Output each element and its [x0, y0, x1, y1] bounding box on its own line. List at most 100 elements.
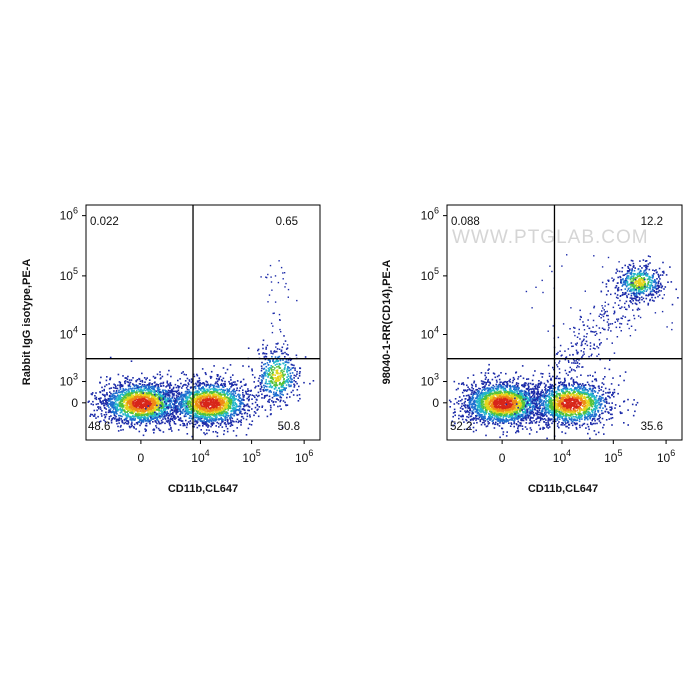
event-dot — [227, 415, 230, 417]
event-dot — [107, 411, 110, 414]
event-dot — [479, 392, 482, 395]
event-dot — [220, 422, 222, 425]
event-dot — [280, 384, 283, 387]
event-dot — [245, 383, 247, 385]
event-dot — [468, 412, 471, 414]
event-dot — [479, 419, 482, 421]
event-dot — [275, 350, 278, 353]
event-dot — [210, 396, 212, 399]
event-dot — [229, 376, 232, 379]
event-dot — [193, 405, 195, 408]
event-dot — [263, 397, 265, 399]
event-dot — [117, 394, 119, 396]
event-dot — [225, 425, 227, 428]
event-dot — [468, 401, 470, 404]
event-dot — [136, 393, 139, 395]
event-dot — [286, 404, 289, 406]
event-dot — [237, 398, 240, 401]
event-dot — [130, 398, 132, 401]
event-dot — [167, 415, 170, 417]
event-dot — [145, 409, 148, 412]
event-dot — [136, 414, 139, 417]
event-dot — [131, 391, 133, 393]
event-dot — [153, 429, 156, 431]
event-dot — [139, 396, 141, 399]
event-dot — [154, 406, 157, 408]
event-dot — [198, 379, 201, 382]
event-dot — [95, 398, 98, 401]
event-dot — [193, 410, 195, 412]
event-dot — [228, 417, 231, 419]
event-dot — [483, 403, 486, 406]
event-dot — [131, 398, 134, 400]
event-dot — [284, 356, 286, 358]
event-dot — [116, 397, 118, 399]
event-dot — [223, 383, 225, 385]
event-dot — [281, 426, 284, 429]
event-dot — [103, 394, 105, 396]
event-dot — [154, 385, 157, 387]
event-dot — [281, 386, 284, 388]
event-dot — [283, 374, 285, 377]
event-dot — [218, 398, 220, 401]
event-dot — [141, 416, 143, 418]
event-dot — [205, 412, 208, 414]
event-dot — [240, 419, 242, 421]
event-dot — [234, 403, 237, 405]
event-dot — [257, 349, 259, 352]
event-dot — [277, 356, 280, 358]
event-dot — [275, 380, 278, 382]
event-dot — [275, 394, 277, 397]
event-dot — [125, 414, 128, 417]
event-dot — [183, 423, 185, 425]
event-dot — [99, 420, 102, 423]
event-dot — [172, 407, 175, 409]
event-dot — [230, 413, 233, 415]
event-dot — [116, 422, 118, 425]
event-dot — [207, 399, 210, 401]
event-dot — [153, 391, 156, 394]
event-dot — [277, 376, 280, 379]
event-dot — [137, 385, 139, 387]
event-dot — [130, 389, 133, 392]
event-dot — [122, 406, 125, 408]
event-dot — [231, 401, 233, 404]
event-dot — [276, 366, 278, 368]
event-dot — [217, 385, 220, 388]
event-dot — [203, 416, 206, 419]
event-dot — [284, 286, 286, 288]
event-dot — [279, 372, 282, 374]
event-dot — [195, 402, 198, 404]
event-dot — [168, 369, 170, 372]
event-dot — [124, 381, 126, 383]
event-dot — [240, 399, 243, 402]
event-dot — [228, 387, 231, 390]
event-dot — [264, 385, 267, 387]
event-dot — [267, 273, 269, 276]
event-dot — [494, 423, 496, 426]
event-dot — [271, 382, 273, 384]
event-dot — [532, 406, 535, 408]
event-dot — [215, 405, 218, 407]
event-dot — [544, 394, 546, 396]
event-dot — [148, 384, 151, 386]
event-dot — [466, 411, 468, 413]
event-dot — [119, 426, 122, 428]
event-dot — [206, 410, 208, 413]
event-dot — [113, 414, 116, 417]
event-dot — [136, 405, 138, 408]
event-dot — [133, 423, 136, 426]
event-dot — [156, 403, 158, 405]
event-dot — [132, 401, 134, 404]
event-dot — [185, 410, 188, 413]
event-dot — [229, 383, 231, 385]
event-dot — [204, 372, 207, 374]
event-dot — [171, 390, 173, 392]
event-dot — [285, 404, 287, 406]
event-dot — [205, 405, 208, 408]
event-dot — [132, 377, 134, 379]
event-dot — [267, 367, 270, 370]
event-dot — [268, 367, 271, 369]
event-dot — [263, 374, 265, 377]
event-dot — [142, 421, 145, 423]
